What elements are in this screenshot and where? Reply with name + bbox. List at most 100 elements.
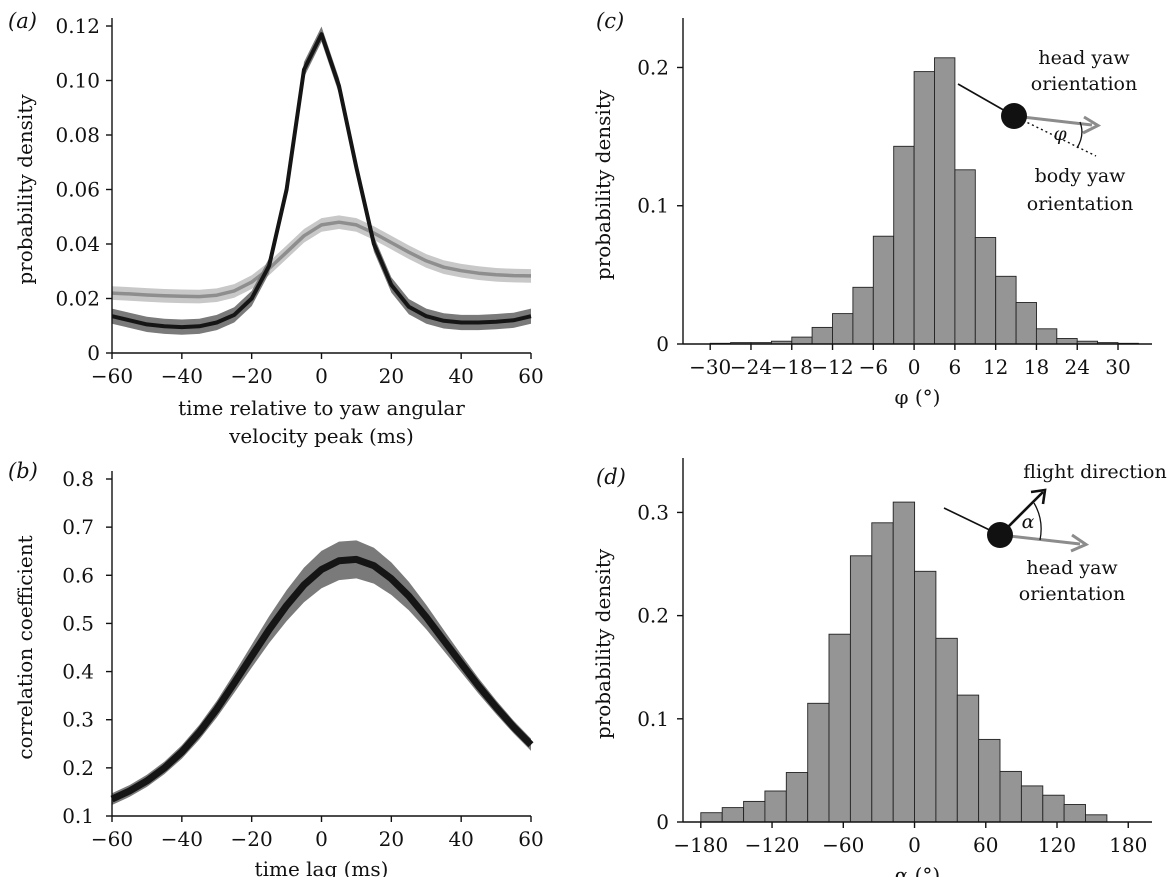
x-tick-label: 0 — [315, 827, 328, 851]
head-yaw-arrow — [1013, 114, 1093, 127]
series-line-dark — [111, 32, 532, 330]
y-tick-label: 0 — [656, 810, 669, 834]
chart-b: −60 −40 −20 0 20 40 60 0.1 0.2 0.3 0.4 0.5 0.6 0.7 0.8… — [13, 467, 544, 877]
flight-direction-arrowhead — [1030, 488, 1047, 505]
y-tick-label: 0.3 — [62, 708, 94, 732]
x-tick-label: −30 — [689, 355, 731, 379]
histogram-bar — [1042, 794, 1065, 823]
histogram-bar — [764, 790, 787, 823]
histogram-bar — [811, 326, 833, 345]
annotation-head-yaw: head yaw — [1026, 557, 1118, 579]
histogram-bar — [849, 555, 873, 823]
y-tick-label: 0 — [656, 332, 669, 356]
histogram-bar — [914, 570, 937, 823]
histogram-bar — [721, 807, 745, 823]
y-axis-title: probability density — [591, 548, 615, 739]
y-tick-label: 0.2 — [637, 55, 669, 79]
y-tick-label: 0.04 — [55, 232, 100, 256]
annotation-body-yaw: body yaw — [1035, 165, 1127, 187]
histogram-bar — [1085, 814, 1108, 823]
y-tick-label: 0.1 — [637, 707, 669, 731]
annotation-head-yaw: head yaw — [1038, 47, 1130, 69]
x-axis-title: φ (°) — [895, 385, 941, 409]
y-tick-label: 0.08 — [55, 123, 100, 147]
histogram-bar — [791, 336, 813, 345]
panel-label-c: (c) — [596, 9, 624, 33]
histogram-bar — [871, 522, 894, 823]
x-tick-label: 24 — [1065, 355, 1090, 379]
histogram-bar — [974, 237, 997, 345]
y-tick-label: 0.8 — [62, 467, 94, 491]
y-tick-label: 0.10 — [55, 69, 100, 93]
x-tick-label: 180 — [1109, 833, 1147, 857]
y-tick-label: 0.6 — [62, 563, 94, 587]
head-circle — [987, 522, 1013, 548]
x-tick-label: 6 — [949, 355, 962, 379]
x-axis-title: velocity peak (ms) — [228, 424, 414, 448]
x-axis-title: time relative to yaw angular — [178, 396, 465, 420]
histogram-bar — [934, 57, 956, 345]
x-tick-label: −20 — [231, 364, 273, 388]
histogram-bar — [1015, 302, 1037, 345]
series-band-dark — [112, 540, 531, 805]
x-tick-label: −60 — [91, 827, 133, 851]
histogram-bar — [1020, 785, 1044, 823]
y-tick-label: 0.2 — [62, 756, 94, 780]
histogram-bar — [852, 286, 874, 345]
histogram-bar — [1056, 338, 1078, 345]
x-axis-title: time lag (ms) — [255, 857, 389, 877]
x-tick-label: 0 — [908, 833, 921, 857]
histogram-bar — [743, 800, 766, 823]
x-tick-label: −12 — [811, 355, 853, 379]
x-tick-label: 12 — [983, 355, 1008, 379]
x-tick-label: 18 — [1024, 355, 1049, 379]
x-tick-label: 40 — [448, 364, 473, 388]
histogram-bar — [995, 275, 1017, 345]
head-yaw-arrowhead — [1070, 533, 1090, 553]
x-tick-label: 40 — [448, 827, 473, 851]
panel-label-a: (a) — [8, 9, 37, 33]
y-tick-label: 0.1 — [637, 194, 669, 218]
histogram-bar — [807, 702, 830, 823]
y-tick-label: 0.4 — [62, 660, 94, 684]
head-circle — [1001, 103, 1027, 129]
histogram-bar — [913, 71, 935, 345]
y-tick-label: 0.2 — [637, 604, 669, 628]
x-tick-label: 20 — [379, 364, 404, 388]
y-tick-label: 0 — [87, 341, 100, 365]
y-tick-label: 0.7 — [62, 515, 94, 539]
panel-label-b: (b) — [8, 459, 38, 483]
head-yaw-arrowhead — [1082, 115, 1102, 135]
x-tick-label: 120 — [1038, 833, 1076, 857]
histogram-bar — [892, 501, 916, 823]
y-tick-label: 0.02 — [55, 287, 100, 311]
series-line-dark — [110, 555, 534, 803]
histogram-bar — [954, 169, 976, 345]
x-tick-label: 30 — [1105, 355, 1130, 379]
body-yaw-dotted-line — [1013, 115, 1097, 157]
x-tick-label: −24 — [730, 355, 772, 379]
x-tick-label: −6 — [859, 355, 888, 379]
histogram-bar — [893, 145, 915, 345]
x-tick-label: −40 — [161, 827, 203, 851]
x-tick-label: 60 — [518, 364, 543, 388]
angle-arc — [1033, 502, 1042, 541]
y-axis-title: correlation coefficient — [13, 535, 37, 759]
x-tick-label: −60 — [91, 364, 133, 388]
x-tick-label: 0 — [908, 355, 921, 379]
series-band-dark — [112, 26, 531, 335]
x-tick-label: −60 — [822, 833, 864, 857]
chart-a: −60 −40 −20 0 20 40 60 0 0.02 0.04 0.06 0.08 0.10 0.1… — [13, 14, 544, 448]
annotation-head-yaw: orientation — [1031, 73, 1137, 95]
histogram-bar — [978, 738, 1001, 823]
y-tick-label: 0.1 — [62, 804, 94, 828]
series-band-light — [112, 215, 531, 304]
annotation-flight-direction: flight direction — [1023, 461, 1166, 483]
angle-arc — [1076, 121, 1083, 149]
x-tick-label: −18 — [771, 355, 813, 379]
chart-c: −30−24−18−12 −6 0 6 12 18 24 30 0 0.1 0.2 φ (°) prob… — [591, 18, 1152, 409]
x-tick-label: 60 — [518, 827, 543, 851]
y-tick-label: 0.06 — [55, 178, 100, 202]
histogram-bar — [1035, 328, 1058, 345]
x-tick-label: −180 — [673, 833, 728, 857]
